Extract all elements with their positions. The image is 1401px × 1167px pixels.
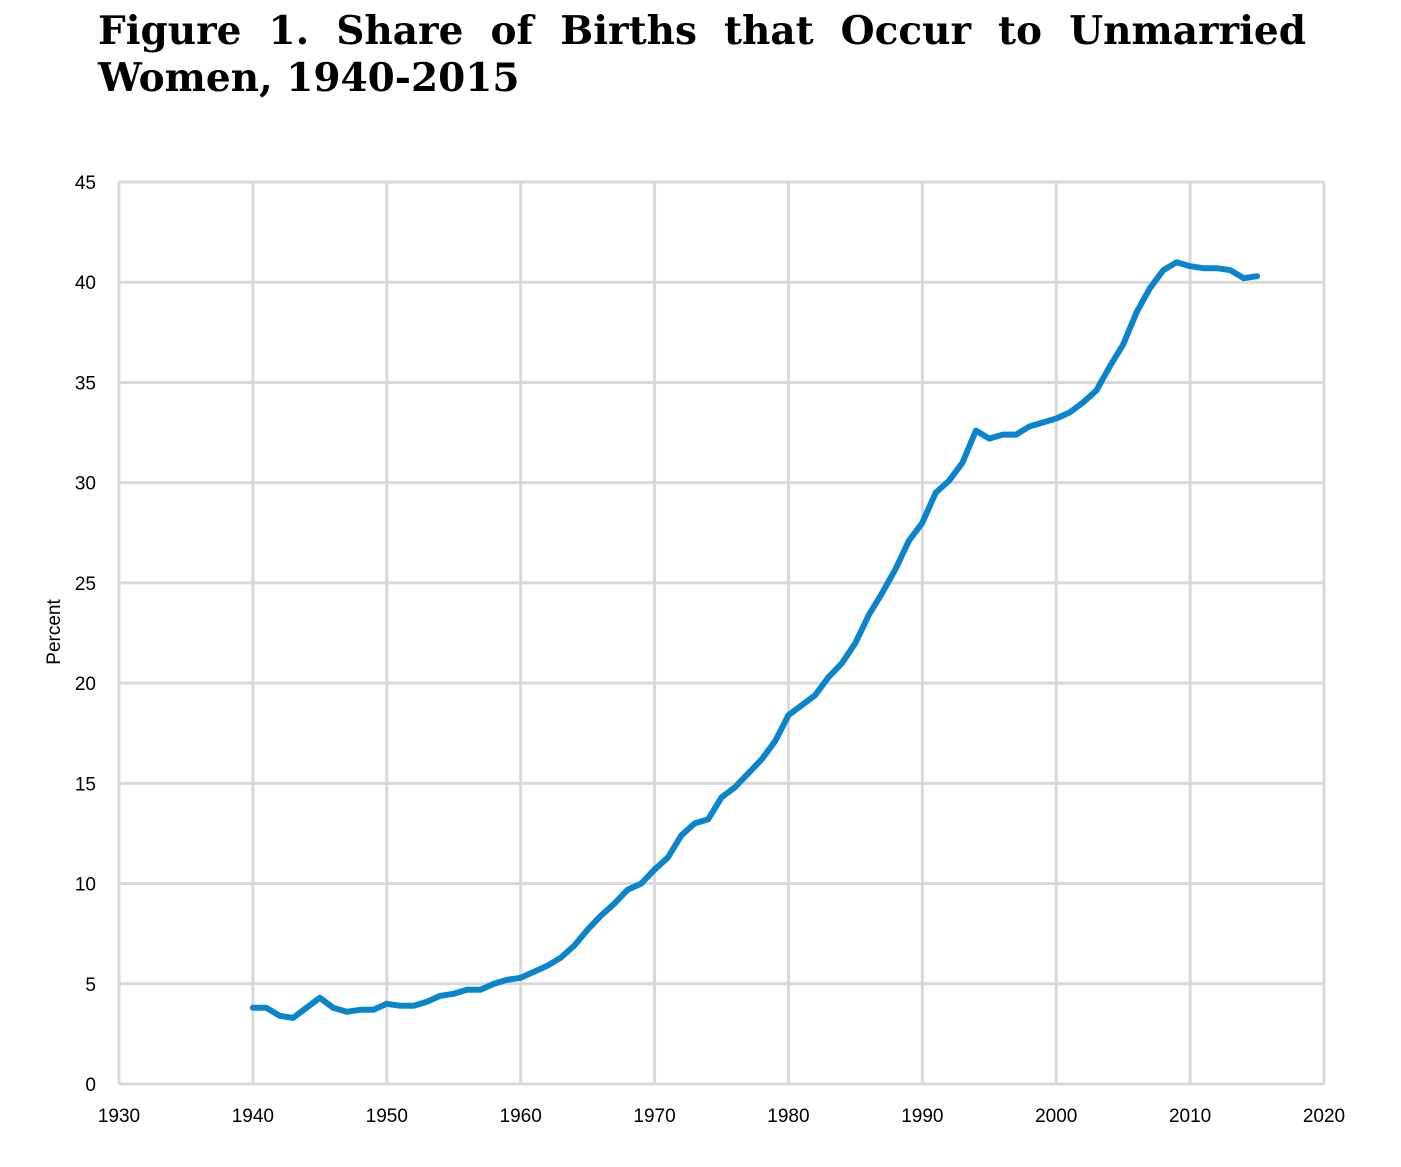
y-tick-label: 45 — [75, 173, 96, 194]
y-axis-label: Percent — [44, 599, 65, 665]
x-tick-label: 1940 — [232, 1106, 274, 1127]
axes — [117, 182, 1324, 1086]
x-tick-label: 2010 — [1169, 1106, 1211, 1127]
x-tick-label: 2020 — [1303, 1106, 1345, 1127]
x-tick-label: 1990 — [901, 1106, 943, 1127]
x-tick-label: 2000 — [1035, 1106, 1077, 1127]
y-tick-label: 40 — [75, 273, 96, 294]
gridlines — [119, 180, 1326, 1084]
y-tick-label: 30 — [75, 474, 96, 495]
x-tick-label: 1960 — [500, 1106, 542, 1127]
x-tick-label: 1930 — [98, 1106, 140, 1127]
y-tick-label: 0 — [85, 1075, 96, 1096]
x-tick-label: 1980 — [767, 1106, 809, 1127]
y-tick-labels: 0 5 10 15 20 25 30 35 40 45 — [75, 173, 96, 1096]
y-tick-label: 35 — [75, 373, 96, 394]
x-tick-label: 1970 — [633, 1106, 675, 1127]
y-tick-label: 10 — [75, 875, 96, 896]
x-tick-label: 1950 — [366, 1106, 408, 1127]
y-tick-label: 15 — [75, 774, 96, 795]
y-tick-label: 5 — [85, 975, 96, 996]
y-tick-label: 20 — [75, 674, 96, 695]
x-tick-labels: 1930 1940 1950 1960 1970 1980 1990 2000 2010 2020 — [98, 1106, 1345, 1127]
y-tick-label: 25 — [75, 574, 96, 595]
chart-title: Figure 1. Share of Births that Occur to … — [98, 8, 1306, 101]
series-line — [249, 259, 1261, 1021]
